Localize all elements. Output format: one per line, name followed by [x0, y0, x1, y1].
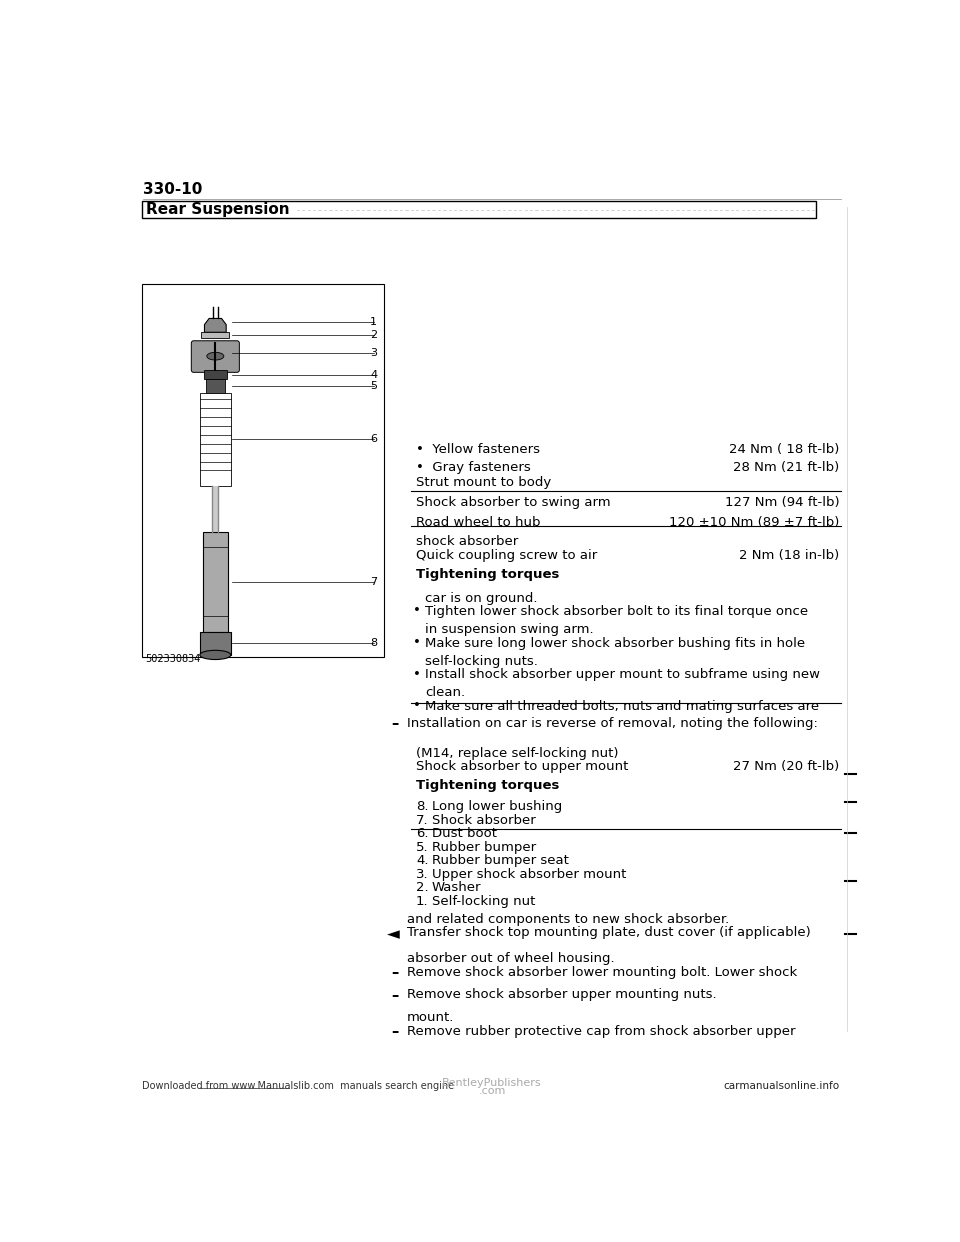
Text: •: •: [413, 636, 420, 650]
Text: Long lower bushing: Long lower bushing: [432, 800, 562, 814]
Text: car is on ground.: car is on ground.: [425, 591, 538, 605]
Text: 6: 6: [371, 435, 377, 445]
Text: 7: 7: [371, 576, 377, 586]
Text: mount.: mount.: [407, 1011, 454, 1025]
Text: Quick coupling screw to air: Quick coupling screw to air: [416, 549, 597, 561]
Text: –: –: [392, 987, 398, 1002]
Text: 4.: 4.: [416, 854, 428, 867]
Polygon shape: [212, 486, 219, 532]
Text: self-locking nuts.: self-locking nuts.: [425, 655, 539, 668]
Text: 4: 4: [371, 370, 377, 380]
Text: Make sure long lower shock absorber bushing fits in hole: Make sure long lower shock absorber bush…: [425, 637, 805, 650]
Text: shock absorber: shock absorber: [416, 535, 518, 548]
Text: Remove rubber protective cap from shock absorber upper: Remove rubber protective cap from shock …: [407, 1025, 795, 1037]
Text: and related components to new shock absorber.: and related components to new shock abso…: [407, 913, 729, 925]
Text: Self-locking nut: Self-locking nut: [432, 894, 535, 908]
Text: Installation on car is reverse of removal, noting the following:: Installation on car is reverse of remova…: [407, 717, 818, 729]
Text: BentleyPublishers: BentleyPublishers: [443, 1078, 541, 1088]
Polygon shape: [204, 318, 227, 333]
Text: Shock absorber: Shock absorber: [432, 814, 536, 827]
Text: Washer: Washer: [432, 882, 481, 894]
Text: 28 Nm (21 ft-lb): 28 Nm (21 ft-lb): [732, 461, 839, 474]
Text: Install shock absorber upper mount to subframe using new: Install shock absorber upper mount to su…: [425, 668, 821, 682]
Text: 7.: 7.: [416, 814, 429, 827]
Text: 8.: 8.: [416, 800, 428, 814]
Text: 5.: 5.: [416, 841, 429, 854]
Text: •  Gray fasteners: • Gray fasteners: [416, 461, 531, 474]
Text: 502330834: 502330834: [145, 655, 201, 664]
Text: –: –: [392, 1023, 398, 1038]
Bar: [142, 201, 816, 219]
Text: Transfer shock top mounting plate, dust cover (if applicable): Transfer shock top mounting plate, dust …: [407, 927, 810, 939]
Text: 2: 2: [371, 329, 377, 339]
Text: 5: 5: [371, 381, 377, 391]
Bar: [206, 379, 225, 394]
Bar: [200, 394, 230, 486]
Text: Make sure all threaded bolts, nuts and mating surfaces are: Make sure all threaded bolts, nuts and m…: [425, 700, 820, 713]
Text: carmanualsonline.info: carmanualsonline.info: [723, 1081, 839, 1090]
Text: Shock absorber to swing arm: Shock absorber to swing arm: [416, 496, 611, 509]
Text: 6.: 6.: [416, 827, 428, 841]
Text: Remove shock absorber lower mounting bolt. Lower shock: Remove shock absorber lower mounting bol…: [407, 965, 797, 979]
Text: Shock absorber to upper mount: Shock absorber to upper mount: [416, 760, 629, 774]
Text: 2 Nm (18 in-lb): 2 Nm (18 in-lb): [739, 549, 839, 561]
Text: •: •: [413, 605, 420, 617]
Text: 3.: 3.: [416, 868, 429, 881]
Text: in suspension swing arm.: in suspension swing arm.: [425, 623, 594, 636]
Text: Rear Suspension: Rear Suspension: [146, 202, 290, 217]
Text: 3: 3: [371, 348, 377, 358]
Text: 127 Nm (94 ft-lb): 127 Nm (94 ft-lb): [725, 496, 839, 509]
Text: 8: 8: [371, 638, 377, 648]
Text: –: –: [392, 965, 398, 980]
Bar: [142, 283, 383, 657]
Ellipse shape: [206, 353, 224, 360]
Text: ◄: ◄: [388, 925, 400, 944]
FancyBboxPatch shape: [191, 340, 239, 373]
Text: 1.: 1.: [416, 894, 429, 908]
Bar: [203, 532, 228, 632]
Bar: [200, 632, 230, 655]
Text: 330-10: 330-10: [143, 181, 203, 196]
Text: •: •: [413, 699, 420, 712]
Text: •: •: [413, 668, 420, 681]
Text: Tighten lower shock absorber bolt to its final torque once: Tighten lower shock absorber bolt to its…: [425, 605, 808, 619]
Text: Downloaded from www.Manualslib.com  manuals search engine: Downloaded from www.Manualslib.com manua…: [142, 1081, 454, 1090]
Text: .com: .com: [478, 1087, 506, 1097]
Text: 1: 1: [371, 317, 377, 327]
Text: Dust boot: Dust boot: [432, 827, 496, 841]
Text: 27 Nm (20 ft-lb): 27 Nm (20 ft-lb): [732, 760, 839, 774]
Text: Tightening torques: Tightening torques: [416, 568, 560, 580]
Bar: [204, 370, 227, 379]
Text: 2.: 2.: [416, 882, 429, 894]
Text: Strut mount to body: Strut mount to body: [416, 476, 551, 489]
Bar: [202, 333, 229, 338]
Text: (M14, replace self-locking nut): (M14, replace self-locking nut): [416, 746, 618, 760]
Text: Upper shock absorber mount: Upper shock absorber mount: [432, 868, 626, 881]
Text: absorber out of wheel housing.: absorber out of wheel housing.: [407, 953, 614, 965]
Ellipse shape: [200, 651, 230, 660]
Text: Rubber bumper seat: Rubber bumper seat: [432, 854, 568, 867]
Text: Remove shock absorber upper mounting nuts.: Remove shock absorber upper mounting nut…: [407, 989, 716, 1001]
Text: 120 ±10 Nm (89 ±7 ft-lb): 120 ±10 Nm (89 ±7 ft-lb): [669, 515, 839, 529]
Text: Rubber bumper: Rubber bumper: [432, 841, 536, 854]
Text: Road wheel to hub: Road wheel to hub: [416, 515, 540, 529]
Text: •  Yellow fasteners: • Yellow fasteners: [416, 443, 540, 456]
Text: Tightening torques: Tightening torques: [416, 779, 560, 792]
Text: 24 Nm ( 18 ft-lb): 24 Nm ( 18 ft-lb): [729, 443, 839, 456]
Text: –: –: [392, 715, 398, 730]
Text: clean.: clean.: [425, 687, 466, 699]
